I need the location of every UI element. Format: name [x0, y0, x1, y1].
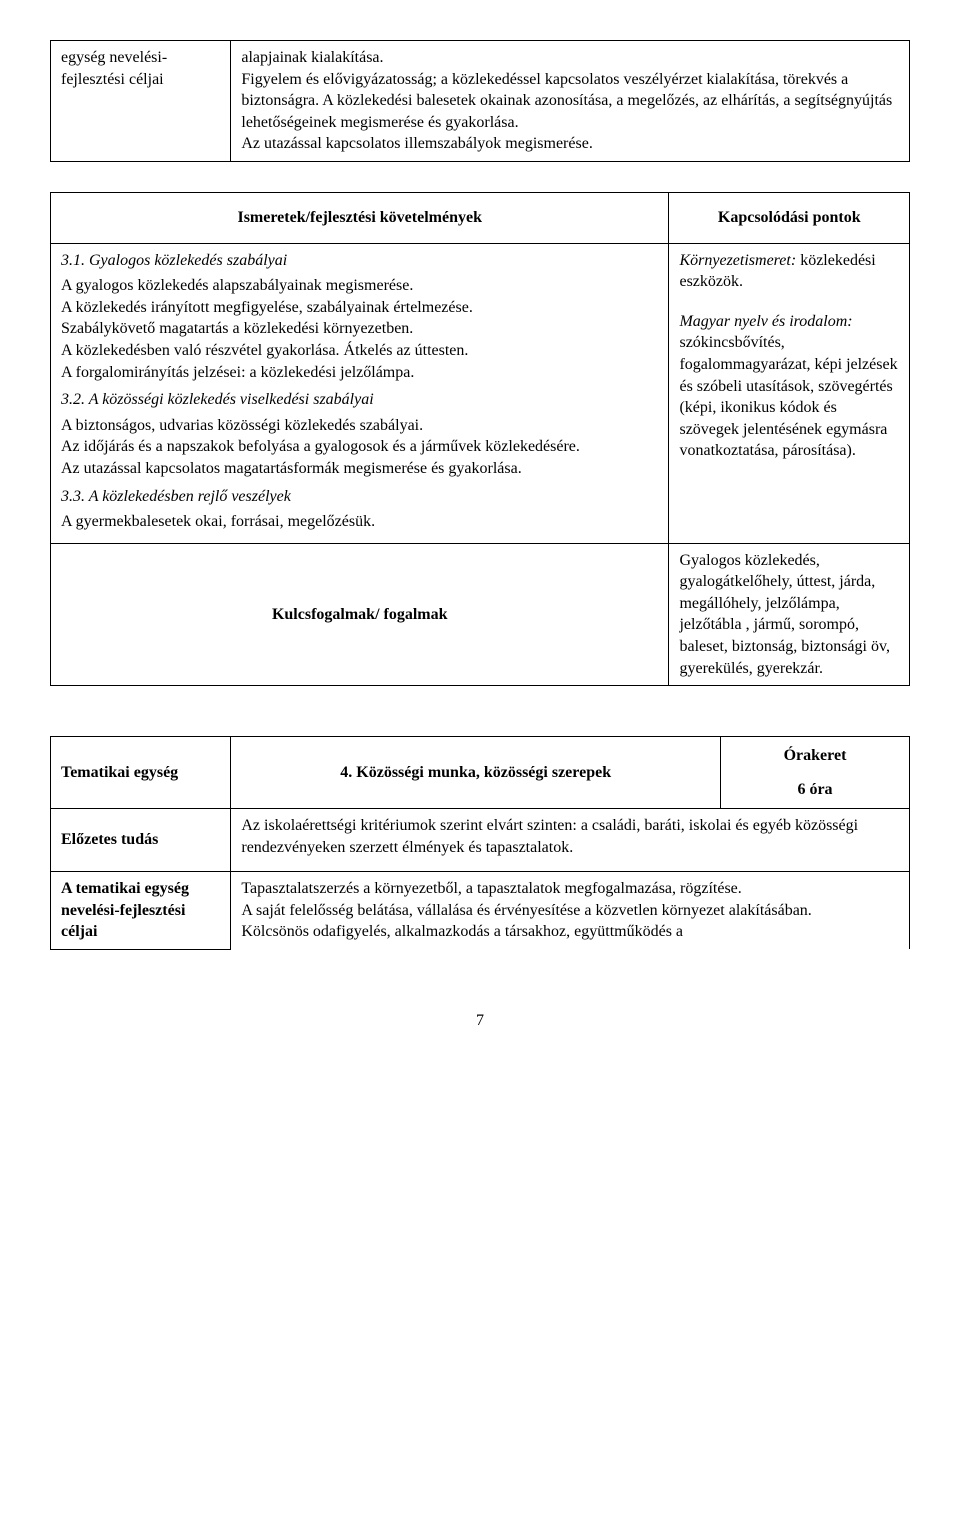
right-b-title: Magyar nyelv és irodalom: [679, 313, 852, 330]
table-goals: egység nevelési-fejlesztési céljai alapj… [50, 40, 910, 162]
goals-label-cell: egység nevelési-fejlesztési céljai [51, 41, 231, 162]
block3-title: 3.3. A közlekedésben rejlő veszélyek [61, 486, 658, 508]
theme-hours-cell: Órakeret 6 óra [721, 737, 910, 809]
page-number: 7 [50, 1010, 910, 1032]
table-row: A tematikai egység nevelési-fejlesztési … [51, 872, 910, 950]
table-row: 3.1. Gyalogos közlekedés szabályai A gya… [51, 243, 910, 543]
theme-label: Tematikai egység [51, 737, 231, 809]
right-b-text: szókincsbővítés, fogalommagyarázat, képi… [679, 334, 897, 459]
table-header-row: Ismeretek/fejlesztési követelmények Kapc… [51, 192, 910, 243]
table-row: Előzetes tudás Az iskolaérettségi kritér… [51, 809, 910, 872]
prereq-text: Az iskolaérettségi kritériumok szerint e… [231, 809, 910, 872]
req-left-cell: 3.1. Gyalogos közlekedés szabályai A gya… [51, 243, 669, 543]
goals-label: egység nevelési-fejlesztési céljai [61, 49, 167, 88]
req-right-cell: Környezetismeret: közlekedési eszközök. … [669, 243, 910, 543]
prereq-label: Előzetes tudás [51, 809, 231, 872]
req-header-right: Kapcsolódási pontok [669, 192, 910, 243]
block2-title: 3.2. A közösségi közlekedés viselkedési … [61, 389, 658, 411]
block1-title: 3.1. Gyalogos közlekedés szabályai [61, 250, 658, 272]
right-a-title: Környezetismeret: [679, 252, 796, 269]
table-requirements: Ismeretek/fejlesztési követelmények Kapc… [50, 192, 910, 686]
block2-text: A biztonságos, udvarias közösségi közlek… [61, 415, 658, 480]
req-header-left: Ismeretek/fejlesztési követelmények [51, 192, 669, 243]
right-a: Környezetismeret: közlekedési eszközök. [679, 250, 899, 293]
table-row: Tematikai egység 4. Közösségi munka, köz… [51, 737, 910, 809]
goals-text-cell: alapjainak kialakítása.Figyelem és elővi… [231, 41, 910, 162]
hours-label: Órakeret [721, 737, 909, 775]
goals-text: alapjainak kialakítása.Figyelem és elővi… [241, 47, 899, 155]
hours-value: 6 óra [721, 775, 909, 809]
block1-text: A gyalogos közlekedés alapszabályainak m… [61, 275, 658, 383]
kulcs-label: Kulcsfogalmak/ fogalmak [51, 543, 669, 686]
goals2-label: A tematikai egység nevelési-fejlesztési … [51, 872, 231, 950]
right-b: Magyar nyelv és irodalom: szókincsbővíté… [679, 311, 899, 462]
goals2-text: Tapasztalatszerzés a környezetből, a tap… [231, 872, 910, 950]
table-row: Kulcsfogalmak/ fogalmak Gyalogos közleke… [51, 543, 910, 686]
table-row: egység nevelési-fejlesztési céljai alapj… [51, 41, 910, 162]
block3-text: A gyermekbalesetek okai, forrásai, megel… [61, 511, 658, 533]
table-theme: Tematikai egység 4. Közösségi munka, köz… [50, 736, 910, 950]
kulcs-text: Gyalogos közlekedés, gyalogátkelőhely, ú… [669, 543, 910, 686]
theme-title: 4. Közösségi munka, közösségi szerepek [231, 737, 721, 809]
